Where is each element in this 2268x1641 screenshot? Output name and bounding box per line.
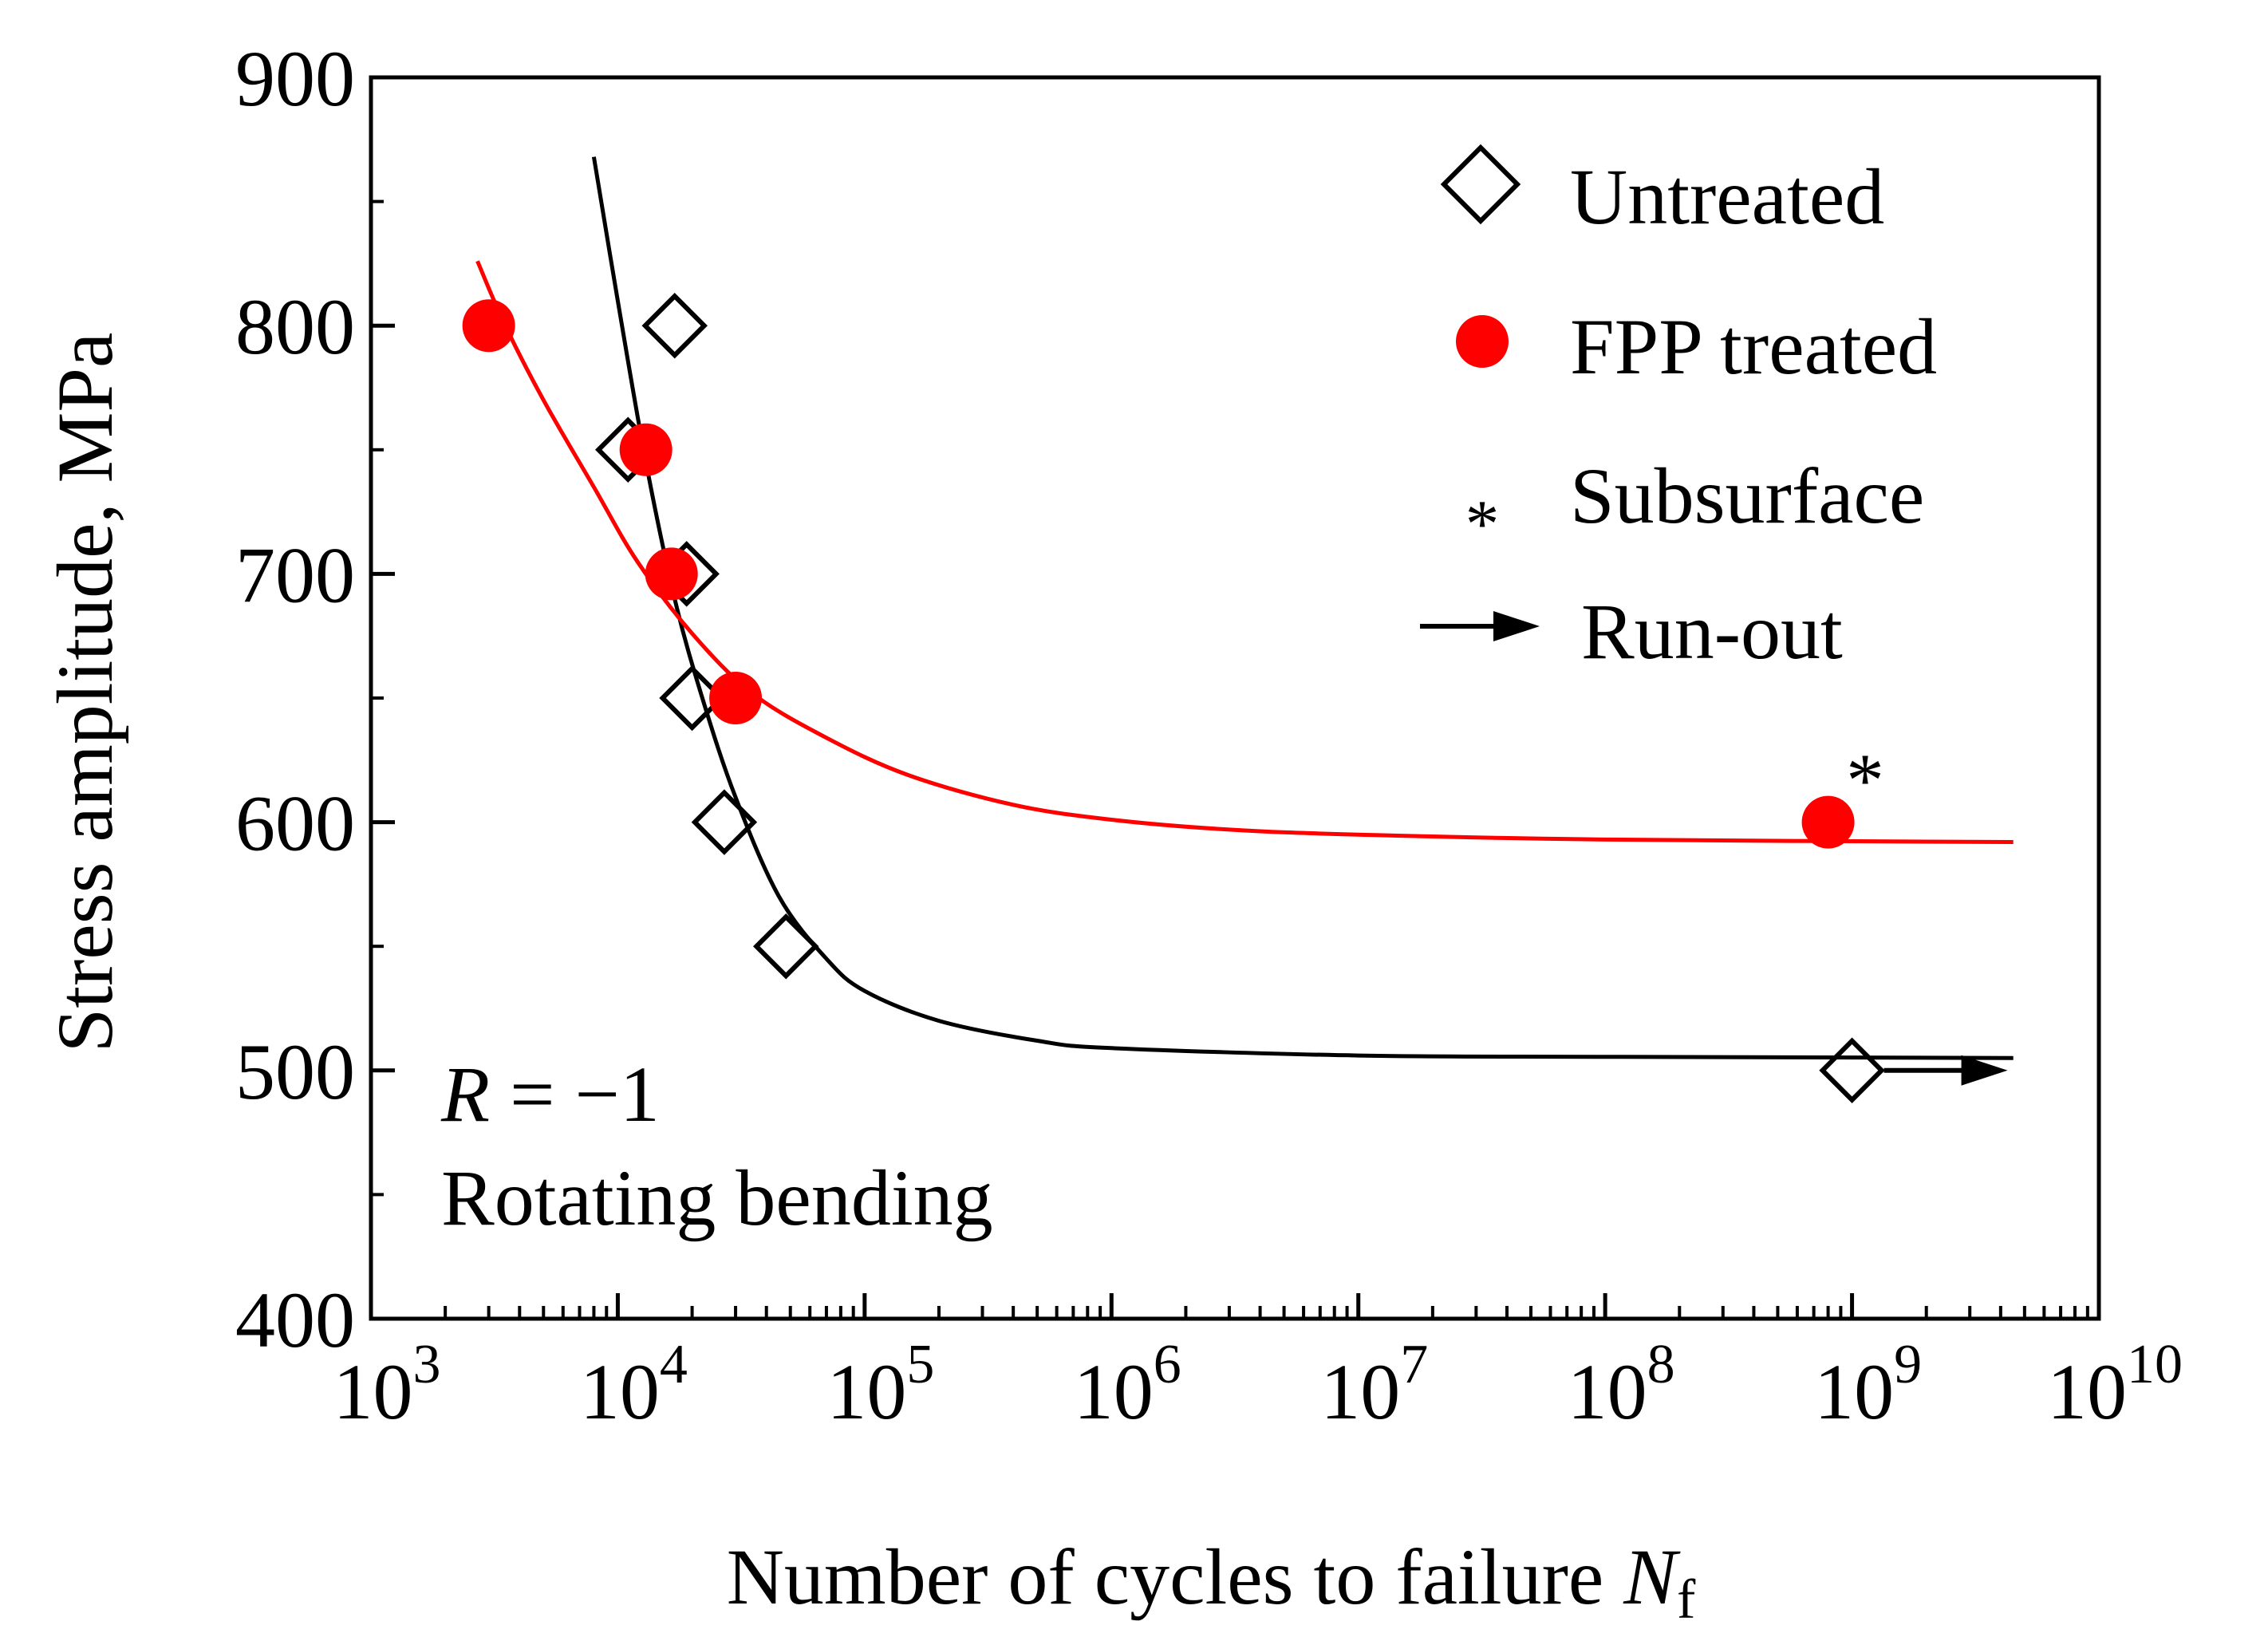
x-tick-label-10e9: 109 bbox=[1814, 1334, 1922, 1436]
y-tick-label-400: 400 bbox=[235, 1276, 355, 1364]
x-tick-label-10e8: 108 bbox=[1568, 1334, 1675, 1436]
fpp-point-3 bbox=[709, 672, 763, 724]
untreated-point-4 bbox=[691, 789, 758, 855]
x-tick-label-10e7: 107 bbox=[1320, 1334, 1428, 1436]
untreated-point-5 bbox=[752, 913, 819, 980]
x-tick-label-10e3: 103 bbox=[333, 1334, 441, 1436]
arrow-icon bbox=[1420, 611, 1540, 641]
y-tick-labels: 400 500 600 700 800 900 bbox=[235, 34, 355, 1364]
subsurface-asterisk: * bbox=[1846, 738, 1884, 822]
y-tick-label-900: 900 bbox=[235, 34, 355, 123]
x-tick-label-10e5: 105 bbox=[826, 1334, 934, 1436]
x-axis-subscript: f bbox=[1677, 1569, 1696, 1631]
fpp-fit-curve bbox=[475, 260, 2014, 844]
x-tick-label-10e4: 104 bbox=[580, 1334, 688, 1436]
fpp-point-1 bbox=[619, 423, 673, 476]
asterisk-icon: * bbox=[1465, 487, 1500, 562]
runout-arrow-head bbox=[1961, 1055, 2008, 1086]
fit-curves bbox=[475, 156, 2014, 1060]
x-tick-label-10e10: 1010 bbox=[2047, 1334, 2183, 1436]
x-tick-label-10e6: 106 bbox=[1074, 1334, 1181, 1436]
legend-untreated-marker bbox=[1440, 144, 1521, 225]
stress-ratio-annotation: R = −1 bbox=[440, 1050, 660, 1138]
fpp-point-4 bbox=[1801, 795, 1855, 849]
y-tick-label-700: 700 bbox=[235, 531, 355, 619]
fpp-point-0 bbox=[462, 299, 515, 353]
x-axis-title: Number of cycles to failure Nf bbox=[727, 1533, 1696, 1631]
legend-untreated-label: Untreated bbox=[1570, 152, 1884, 241]
x-tick-labels: 103 104 105 106 107 108 109 1010 bbox=[333, 1334, 2183, 1436]
y-tick-label-500: 500 bbox=[235, 1028, 355, 1116]
fpp-point-2 bbox=[645, 547, 698, 601]
data-markers bbox=[462, 292, 2008, 1104]
y-axis-ticks bbox=[371, 75, 395, 1321]
legend-runout-label: Run-out bbox=[1581, 587, 1843, 676]
untreated-point-6 bbox=[1819, 1037, 1885, 1104]
x-axis-ticks bbox=[369, 1293, 2101, 1319]
untreated-fit-curve bbox=[591, 156, 2014, 1060]
loading-mode-annotation: Rotating bending bbox=[441, 1154, 993, 1242]
y-tick-label-600: 600 bbox=[235, 779, 355, 868]
y-axis-title: Stress amplitude, MPa bbox=[41, 333, 129, 1053]
legend: Untreated FPP treated * Subsurface Run-o… bbox=[1420, 144, 1937, 676]
legend-subsurface-label: Subsurface bbox=[1570, 452, 1924, 540]
legend-fpp-marker bbox=[1456, 315, 1509, 368]
x-axis-symbol: N bbox=[1623, 1533, 1681, 1621]
y-tick-label-800: 800 bbox=[235, 282, 355, 371]
legend-fpp-label: FPP treated bbox=[1570, 302, 1937, 391]
runout-arrow-6 bbox=[1883, 1055, 2008, 1086]
untreated-point-0 bbox=[641, 292, 708, 359]
